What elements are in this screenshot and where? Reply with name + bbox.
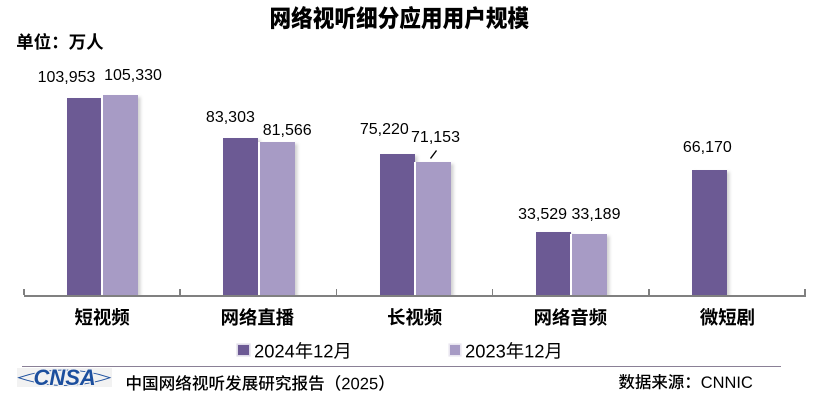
svg-text:CNSA: CNSA bbox=[34, 365, 96, 390]
svg-text:CNSA: CNSA bbox=[34, 365, 96, 390]
